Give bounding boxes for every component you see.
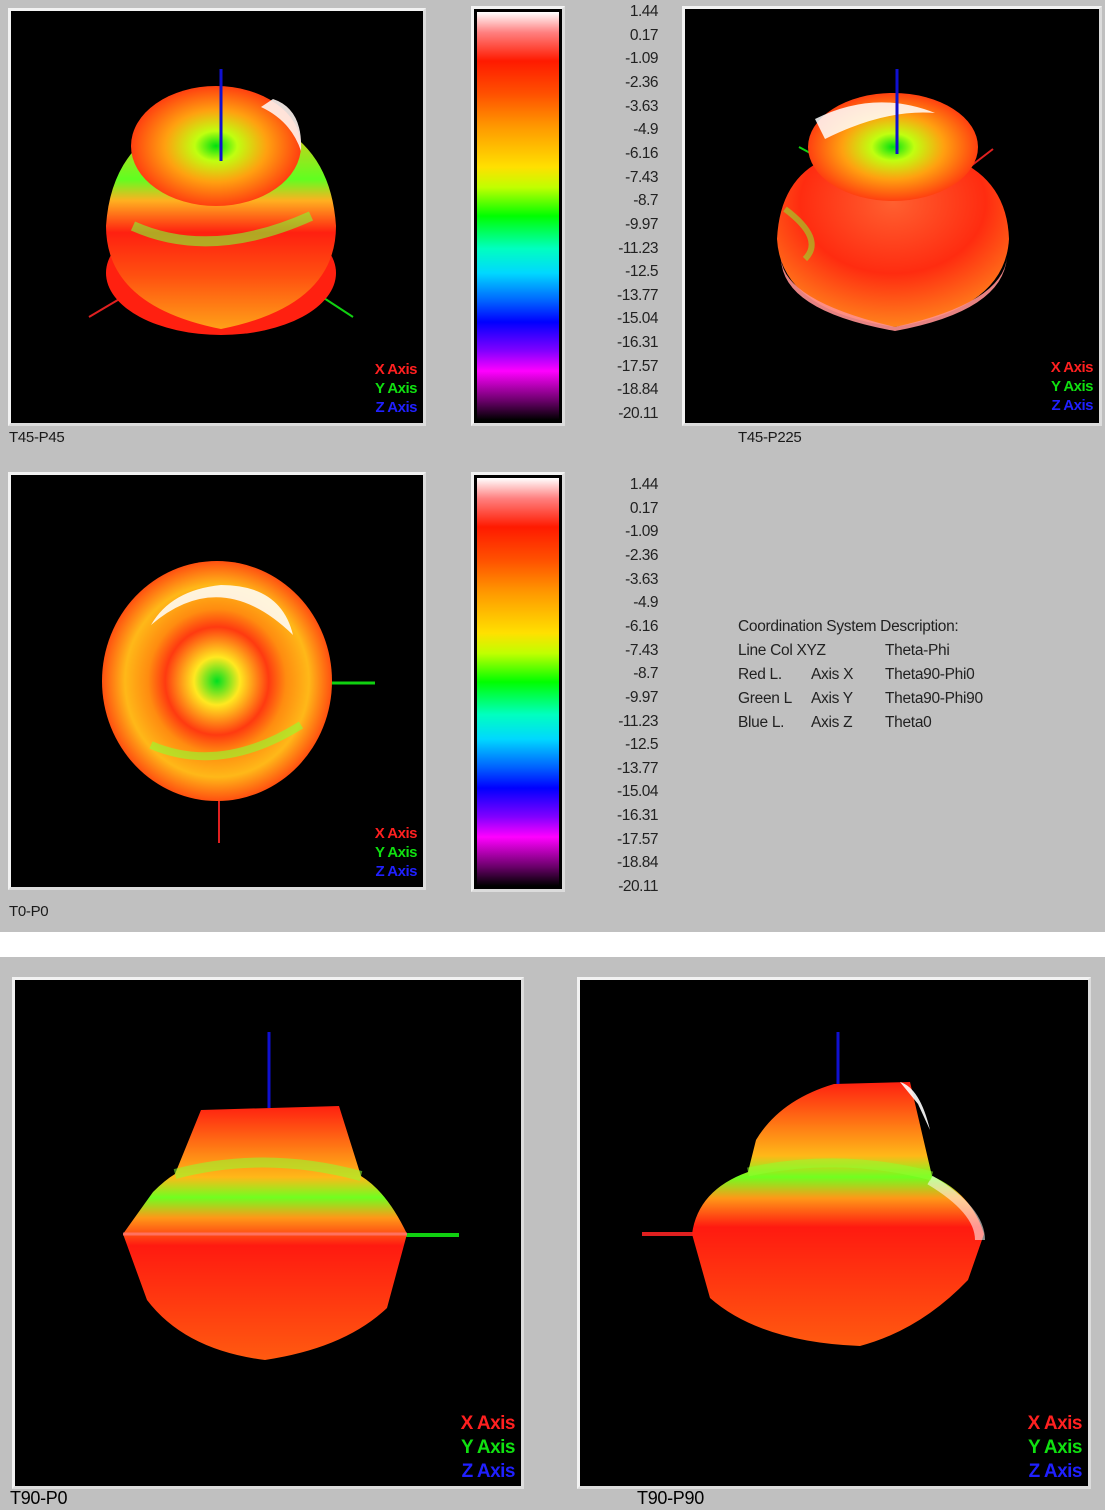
color-scale-tick: -2.36 (625, 73, 658, 91)
color-scale-tick: 0.17 (629, 499, 659, 517)
color-scale-bar (471, 6, 565, 426)
description-row-line: Blue L. (738, 714, 785, 731)
legend-z-axis: Z Axis (375, 863, 418, 880)
color-scale-tick: -17.57 (617, 830, 658, 848)
color-scale-tick: -15.04 (617, 310, 658, 328)
bottom-panel: X Axis Y Axis Z Axis T90-P0 X Axis Y Axi… (0, 957, 1105, 1510)
axis-legend: X Axis Y Axis Z Axis (460, 1412, 516, 1484)
description-title: Coordination System Description: (738, 618, 959, 635)
description-row-axis: Axis X (811, 666, 854, 683)
description-row-line: Green L (738, 690, 792, 707)
axis-legend: X Axis Y Axis Z Axis (1050, 358, 1094, 415)
color-scale-tick: -13.77 (617, 759, 658, 777)
description-row-angle: Theta90-Phi0 (885, 666, 975, 683)
axis-legend: X Axis Y Axis Z Axis (1027, 1412, 1083, 1484)
legend-x-axis: X Axis (1027, 1413, 1083, 1434)
color-scale-tick: -11.23 (618, 239, 658, 257)
color-scale-tick: -15.04 (617, 783, 658, 801)
view-caption: T90-P90 (637, 1488, 704, 1508)
color-scale-bar (471, 472, 565, 892)
color-scale-tick: -4.9 (633, 121, 658, 139)
color-scale-tick: -11.23 (618, 712, 658, 730)
legend-z-axis: Z Axis (1051, 397, 1094, 414)
color-scale-tick: -3.63 (625, 570, 658, 588)
color-scale-tick: -3.63 (625, 97, 658, 115)
color-scale-tick: -12.5 (625, 736, 658, 754)
legend-y-axis: Y Axis (1027, 1437, 1083, 1458)
view-t90-p90[interactable]: X Axis Y Axis Z Axis (577, 977, 1091, 1489)
view-caption: T45-P225 (738, 429, 802, 446)
view-t90-p0[interactable]: X Axis Y Axis Z Axis (12, 977, 524, 1489)
color-scale-tick: -6.16 (625, 617, 658, 635)
view-caption: T45-P45 (9, 429, 65, 446)
view-t45-p45[interactable]: X Axis Y Axis Z Axis (8, 8, 426, 426)
legend-x-axis: X Axis (460, 1413, 516, 1434)
description-row-line: Red L. (738, 666, 782, 683)
color-scale-tick: -16.31 (617, 807, 658, 825)
description-row-axis: Axis Y (811, 690, 853, 707)
top-panel: X Axis Y Axis Z Axis T45-P45 1.44 0.17 -1.… (0, 0, 1105, 932)
color-scale-ticks: 1.44 0.17 -1.09 -2.36 -3.63 -4.9 -6.16 -7.43 -8.… (570, 476, 658, 901)
axis-legend: X Axis Y Axis Z Axis (374, 360, 418, 417)
color-scale-tick: -1.09 (625, 50, 658, 68)
legend-z-axis: Z Axis (461, 1461, 516, 1482)
description-row-angle: Theta0 (885, 714, 932, 731)
color-scale-tick: -13.77 (617, 286, 658, 304)
color-scale-tick: -9.97 (625, 215, 658, 233)
legend-y-axis: Y Axis (1050, 378, 1094, 395)
coordinate-system-description: Coordination System Description: Line Co… (738, 618, 1078, 748)
color-scale-tick: -12.5 (625, 263, 658, 281)
color-scale-ticks: 1.44 0.17 -1.09 -2.36 -3.63 -4.9 -6.16 -7.43 -8.… (570, 3, 658, 428)
axis-legend: X Axis Y Axis Z Axis (374, 824, 418, 881)
view-t0-p0[interactable]: X Axis Y Axis Z Axis (8, 472, 426, 890)
color-scale-tick: -8.7 (633, 665, 658, 683)
legend-x-axis: X Axis (374, 825, 418, 842)
color-scale-tick: 0.17 (629, 26, 659, 44)
radiation-pattern-3d (642, 1032, 985, 1346)
color-scale-tick: -6.16 (625, 144, 658, 162)
legend-x-axis: X Axis (1050, 359, 1094, 376)
description-header-col2: Theta-Phi (885, 642, 950, 659)
description-header-col1: Line Col XYZ (738, 642, 826, 659)
color-scale-tick: -2.36 (625, 546, 658, 564)
description-row-axis: Axis Z (811, 714, 853, 731)
color-scale-tick: -9.97 (625, 688, 658, 706)
radiation-pattern-3d (777, 69, 1009, 331)
color-scale-tick: -20.11 (618, 405, 658, 423)
color-scale-tick: -7.43 (625, 168, 658, 186)
color-scale-tick: -18.84 (617, 381, 658, 399)
legend-z-axis: Z Axis (1028, 1461, 1083, 1482)
legend-y-axis: Y Axis (374, 844, 418, 861)
legend-y-axis: Y Axis (460, 1437, 516, 1458)
legend-y-axis: Y Axis (374, 380, 418, 397)
color-scale-tick: -20.11 (618, 878, 658, 896)
radiation-pattern-3d (102, 561, 375, 843)
view-caption: T90-P0 (10, 1488, 68, 1508)
color-scale-tick: 1.44 (629, 476, 659, 493)
view-t45-p225[interactable]: X Axis Y Axis Z Axis (682, 6, 1102, 426)
legend-x-axis: X Axis (374, 361, 418, 378)
color-scale-tick: -4.9 (633, 594, 658, 612)
color-scale-tick: -7.43 (625, 641, 658, 659)
color-scale-tick: -18.84 (617, 854, 658, 872)
view-caption: T0-P0 (9, 903, 49, 920)
color-scale-tick: -8.7 (633, 192, 658, 210)
color-scale-tick: -16.31 (617, 334, 658, 352)
description-row-angle: Theta90-Phi90 (885, 690, 983, 707)
legend-z-axis: Z Axis (375, 399, 418, 416)
color-scale-tick: -1.09 (625, 523, 658, 541)
color-scale-tick: 1.44 (629, 3, 659, 20)
color-scale-tick: -17.57 (617, 357, 658, 375)
radiation-pattern-3d (123, 1032, 459, 1360)
radiation-pattern-3d (88, 69, 354, 335)
